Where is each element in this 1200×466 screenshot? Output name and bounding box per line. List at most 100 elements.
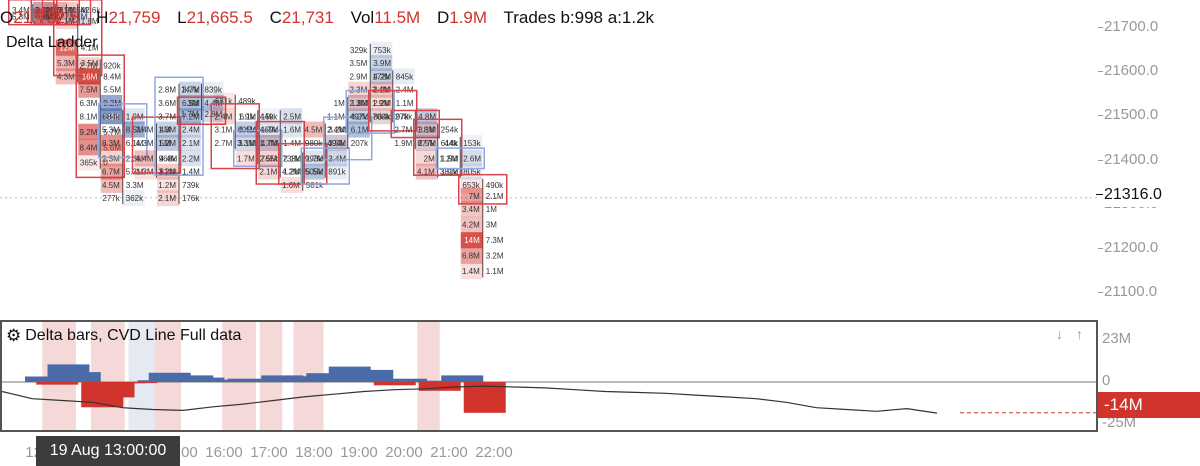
price-axis[interactable]: 21700.021600.021500.021400.021300.021200… [1096,0,1200,466]
ladder-ask-value: 810k [160,168,178,177]
ladder-cell [370,108,393,125]
ladder-cell [415,150,438,167]
ladder-bid-value: 1.4M [462,267,480,276]
price-tick: 21600.0 [1097,61,1159,79]
price-tick: 21200.0 [1097,239,1159,257]
move-down-icon[interactable]: ↓ [1056,326,1063,342]
delta-bar [36,382,79,385]
ladder-cell [325,134,348,151]
ladder-cell [201,94,224,111]
ladder-bid-value: 3.1M [57,6,75,15]
ladder-ask-value: 8.5M [126,126,144,135]
ladder-bid-value: 8.4M [79,143,97,152]
ladder-ask-value: 1.5M [70,6,88,15]
close-value: 21,731 [281,8,334,27]
candle-body-box [458,173,508,205]
move-up-icon[interactable]: ↑ [1076,326,1083,342]
ladder-bid-value: 6.7M [102,168,120,177]
ladder-bid-value: 329k [350,46,368,55]
ladder-cell [347,94,370,111]
sub-pane-legend[interactable]: ⚙ Delta bars, CVD Line Full data [6,326,241,346]
candle-body-box [210,103,260,170]
time-tick: 18:00 [295,444,333,461]
ladder-cell [213,92,236,109]
low-value: 21,665.5 [186,8,253,27]
sub-axis-tick-top: 23M [1102,330,1132,347]
ladder-cell [370,94,393,111]
ladder-cell [213,108,236,125]
delta-bars-pane[interactable]: ⚙ Delta bars, CVD Line Full data ↓ ↑ [0,320,1098,432]
candle-body-box [154,76,204,176]
ladder-bid-value: 1.2M [158,181,176,190]
candle-body-box [176,96,227,126]
ladder-bid-value: 3.3M [237,139,255,148]
gear-icon[interactable]: ⚙ [6,326,22,345]
ladder-ask-value: 3.5M [328,139,346,148]
ladder-ask-value: 0 [103,159,108,168]
ladder-ask-value: 176k [182,194,200,203]
ladder-cell [156,134,179,151]
ladder-cell [157,190,179,207]
ladder-cell [258,163,281,180]
main-chart-pane[interactable]: 3.4M3.9M5.3M6.8M3.9M3.9M8M2.7M2.1M1.5M1.… [0,0,1098,320]
delta-bar [58,372,101,382]
ladder-column: 4.5M 3.2M 980k 3.5M 993k 3.4M 505k 891k [300,121,350,185]
ladder-ask-value: 1.1M [396,99,414,108]
time-tick: 17:00 [250,444,288,461]
ladder-cell [370,81,393,98]
ladder-bid-value: 4.5M [102,181,120,190]
ladder-cell [302,163,325,180]
ladder-ask-value: 97k [396,112,410,121]
ladder-bid-value: 1.6M [282,181,300,190]
ladder-bid-value: 3.7M [158,112,176,121]
sub-axis-tick-bottom: -25M [1102,414,1137,431]
volume-value: 11.5M [374,8,421,27]
ladder-cell [179,94,201,111]
time-tick: 19:00 [340,444,378,461]
ladder-ask-value: 5.5M [306,168,324,177]
ladder-cell [179,134,201,151]
ladder-bid-value: 653k [462,181,480,190]
ladder-bid-value: 7.5M [79,86,97,95]
delta-bar [261,375,304,382]
delta-bar [407,380,450,382]
ladder-bid-value: 2M [424,154,435,163]
ladder-bid-value: 3.1M [214,126,232,135]
ladder-cell [370,55,393,72]
ladder-cell [78,123,101,140]
candle-body-box [413,118,463,176]
ladder-cell [460,134,483,151]
ladder-cell [370,108,393,125]
ladder-ask-value: 42.6k [81,6,102,15]
delta-bar [115,382,157,384]
ladder-cell [44,2,67,18]
ladder-bid-value: 2.1M [57,17,75,26]
ladder-cell [100,163,123,180]
ladder-bid-value: 968k [159,154,177,163]
ladder-cell [280,108,303,125]
ladder-ask-value: 739k [182,181,200,190]
ladder-cell [460,232,483,249]
candle-body-box [435,147,485,170]
ladder-bid-value: 365k [80,159,98,168]
ladder-cell [302,150,325,167]
ladder-bid-value: 277k [102,194,120,203]
ladder-cell [370,68,393,85]
delta-bar [25,376,67,382]
cvd-line [2,385,938,414]
ladder-ask-value: 2.2M [182,154,200,163]
ladder-bid-value: 2.5M [259,154,277,163]
ladder-cell [348,81,371,98]
ladder-ask-value: 3.1M [418,126,436,135]
ladder-bid-value: 469k [260,126,278,135]
ladder-ask-value: 3.2M [486,252,504,261]
ladder-cell [122,108,145,125]
time-tick: 20:00 [385,444,423,461]
ladder-column: 44k 153k 1.2M 2.6M 381k 805k [435,134,485,180]
price-tick: 21500.0 [1097,106,1159,124]
ladder-bid-value: 278k [395,112,413,121]
indicator-title[interactable]: Delta Ladder [6,34,98,51]
ladder-bid-value: 494k [327,139,345,148]
